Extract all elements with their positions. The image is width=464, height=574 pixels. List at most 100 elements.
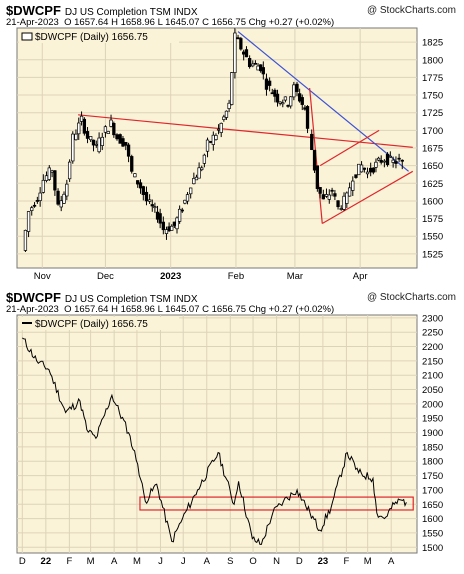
candle-body — [376, 157, 381, 161]
y-tick-label: 1750 — [422, 91, 443, 102]
candle-body — [133, 173, 137, 178]
candle-body — [369, 167, 373, 173]
x-tick-label: 23 — [318, 556, 329, 567]
y-tick-label: 1650 — [422, 161, 443, 172]
candle-body — [23, 229, 28, 251]
candle-body — [175, 217, 179, 230]
x-tick-label: S — [227, 556, 233, 567]
symbol-2: $DWCPF — [6, 290, 61, 305]
candle-body — [59, 200, 63, 208]
quote-line: 21-Apr-2023 O 1657.64 H 1658.96 L 1645.0… — [6, 17, 334, 28]
candle-body — [82, 118, 87, 134]
candle-body — [278, 101, 282, 104]
x-tick-label: J — [181, 556, 186, 567]
red-trendline — [319, 129, 380, 167]
candle-body — [35, 200, 40, 202]
x-tick-label: 2023 — [160, 271, 181, 282]
candle-body — [253, 62, 258, 65]
x-tick-label: Apr — [353, 271, 368, 282]
candle-body — [89, 136, 93, 141]
top-chart-panel: $DWCPF DJ US Completion TSM INDX @ StockC… — [0, 0, 464, 284]
candle-body — [47, 167, 51, 180]
candle-body — [185, 194, 190, 202]
candle-body — [251, 63, 255, 67]
y-tick-label: 1650 — [422, 500, 443, 511]
candle-body — [205, 139, 210, 152]
candle-body — [236, 37, 240, 40]
candle-body — [239, 38, 243, 50]
candle-body — [312, 149, 317, 171]
candle-body — [164, 229, 169, 234]
quote-values-2: O 1657.64 H 1658.96 L 1645.07 C 1656.75 … — [64, 304, 335, 315]
chart-header: $DWCPF DJ US Completion TSM INDX — [6, 2, 198, 20]
candle-body — [180, 209, 184, 212]
legend-swatch — [21, 32, 33, 41]
candle-body — [32, 204, 37, 207]
candle-body — [106, 131, 110, 134]
y-tick-label: 2100 — [422, 371, 443, 382]
candle-body — [118, 134, 122, 144]
candle-body — [197, 167, 201, 179]
candle-body — [115, 134, 119, 140]
candle-body — [362, 167, 367, 170]
candle-body — [394, 161, 398, 164]
candle-body — [141, 186, 145, 196]
y-tick-label: 2150 — [422, 356, 443, 367]
x-tick-label: A — [111, 556, 118, 567]
candle-body — [318, 187, 322, 194]
brand-label[interactable]: @ StockCharts.com — [366, 5, 456, 16]
candle-body — [124, 141, 128, 146]
bottom-chart-panel: $DWCPF DJ US Completion TSM INDX @ StockC… — [0, 287, 464, 574]
candle-body — [97, 137, 101, 153]
candle-body — [371, 167, 375, 173]
y-tick-label: 1700 — [422, 126, 443, 137]
candle-body — [183, 199, 187, 204]
x-tick-label: Nov — [34, 271, 51, 282]
candle-body — [330, 189, 334, 192]
x-tick-label: O — [249, 556, 256, 567]
symbol: $DWCPF — [6, 3, 61, 18]
chart-header-2: $DWCPF DJ US Completion TSM INDX — [6, 289, 198, 307]
candle-body — [336, 200, 340, 208]
quote-date-2: 21-Apr-2023 — [6, 304, 59, 315]
candle-body — [130, 156, 134, 172]
candle-body — [297, 93, 302, 102]
y-tick-label: 1775 — [422, 73, 443, 84]
candle-body — [44, 175, 49, 181]
candle-body — [50, 170, 54, 173]
candle-body — [53, 170, 57, 191]
candle-body — [270, 92, 274, 95]
y-tick-label: 1550 — [422, 232, 443, 243]
x-tick-label: Dec — [97, 271, 114, 282]
candle-body — [259, 64, 263, 72]
candle-body — [310, 133, 314, 150]
candle-body — [379, 160, 383, 163]
candle-body — [214, 134, 218, 140]
x-tick-label: Mar — [287, 271, 303, 282]
candle-body — [315, 165, 320, 189]
candle-body — [339, 208, 343, 210]
y-tick-label: 1825 — [422, 38, 443, 49]
y-tick-label: 1675 — [422, 144, 443, 155]
candle-body — [359, 164, 364, 173]
index-name: DJ US Completion TSM INDX — [64, 7, 198, 18]
candle-body — [300, 97, 304, 105]
candle-body — [65, 183, 69, 197]
y-tick-label: 1950 — [422, 414, 443, 425]
blue-trendline — [237, 31, 409, 172]
candle-body — [158, 213, 162, 224]
x-tick-label: M — [364, 556, 372, 567]
candle-body — [303, 107, 307, 110]
candle-body — [177, 208, 182, 222]
candle-body — [391, 159, 395, 163]
y-tick-label: 1800 — [422, 55, 443, 66]
candle-body — [227, 102, 231, 109]
brand-label-2[interactable]: @ StockCharts.com — [366, 292, 456, 303]
y-tick-label: 1600 — [422, 514, 443, 525]
candle-body — [233, 32, 237, 73]
y-tick-label: 1900 — [422, 428, 443, 439]
quote-values: O 1657.64 H 1658.96 L 1645.07 C 1656.75 … — [64, 17, 335, 28]
candle-body — [347, 187, 352, 197]
candle-body — [67, 161, 72, 180]
candle-body — [382, 160, 387, 163]
